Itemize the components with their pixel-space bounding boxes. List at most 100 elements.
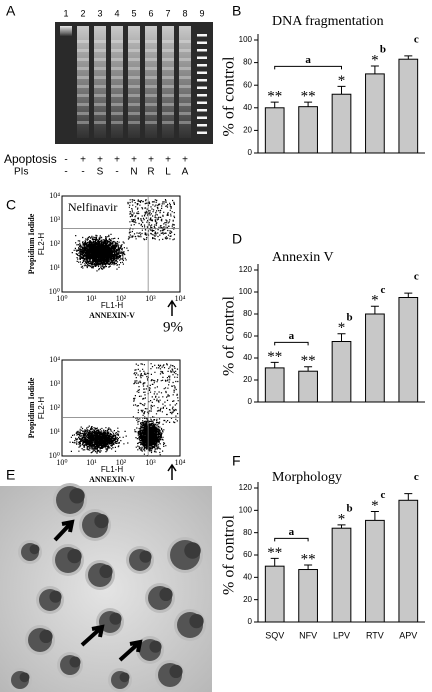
cell-nucleus [19, 672, 30, 683]
gel-band [111, 49, 123, 52]
gel-band [128, 40, 140, 43]
x-channel: FL1-H [101, 465, 123, 474]
gel-band [111, 94, 123, 97]
cell-nucleus [184, 542, 201, 559]
row-sign: - [64, 155, 67, 166]
error-bar [304, 101, 313, 107]
gel-band [162, 76, 174, 79]
error-bar [404, 493, 413, 501]
row-label: Apoptosis [4, 152, 57, 166]
lane-number: 6 [148, 8, 153, 18]
bar [331, 341, 352, 403]
gel-band [77, 121, 89, 124]
x-tick-label: RTV [366, 630, 384, 640]
y-tick-label: 120 [239, 265, 253, 274]
y-tick-label: 60 [243, 80, 252, 89]
y-tick-label: 0 [248, 397, 253, 406]
significance-stars: ** [267, 545, 282, 561]
row-label: PIs [14, 167, 28, 178]
chart-title: DNA fragmentation [272, 14, 384, 29]
bar [398, 58, 419, 154]
significance-stars: ** [301, 353, 316, 369]
significance-stars: ** [301, 551, 316, 567]
gel-band [162, 67, 174, 70]
row-sign: R [147, 167, 154, 178]
gel-band [111, 76, 123, 79]
x-tick-label: 10² [116, 294, 127, 303]
lane-number: 1 [63, 8, 68, 18]
bar [298, 370, 318, 403]
ladder-band [197, 71, 207, 74]
y-channel: FL2-H [37, 233, 46, 255]
x-axis-label: ANNEXIN-V [89, 311, 135, 320]
bracket [274, 341, 309, 346]
ladder-band [197, 64, 207, 67]
panel-label: F [232, 453, 241, 469]
gel-band [128, 49, 140, 52]
significance-stars: * [371, 293, 379, 309]
group-letter: c [380, 489, 385, 501]
cell-nucleus [49, 590, 62, 603]
ladder-band [197, 34, 207, 37]
panel-label: E [6, 467, 15, 483]
y-tick-label: 20 [243, 595, 252, 604]
row-sign: + [97, 155, 103, 166]
gel-band [94, 58, 106, 61]
scatter-dots [69, 363, 179, 457]
gel-band [162, 58, 174, 61]
cell-nucleus [94, 513, 109, 529]
row-sign: + [148, 155, 154, 166]
x-channel: FL1-H [101, 301, 123, 310]
gel-band [77, 49, 89, 52]
lane-number: 9 [199, 8, 204, 18]
gel-band [94, 40, 106, 43]
panel-label: C [6, 197, 16, 213]
group-letter: c [414, 271, 419, 283]
gel-band [145, 76, 157, 79]
gel-band [94, 121, 106, 124]
gel-band [77, 85, 89, 88]
gel-band [94, 94, 106, 97]
y-tick-label: 10³ [50, 379, 61, 388]
bracket-label: a [289, 526, 295, 538]
group-letter: c [380, 284, 385, 296]
row-sign: + [114, 155, 120, 166]
group-letter: c [414, 471, 419, 483]
row-sign: + [80, 155, 86, 166]
x-tick-label: 10³ [145, 458, 156, 467]
cell-nucleus [169, 664, 183, 679]
gel-band [128, 121, 140, 124]
cell-nucleus [67, 548, 82, 564]
y-tick-label: 60 [243, 331, 252, 340]
ladder-band [197, 131, 207, 134]
cell-nucleus [99, 564, 113, 579]
gel-band [77, 40, 89, 43]
significance-stars: ** [267, 349, 282, 365]
y-tick-label: 10⁴ [49, 355, 60, 364]
x-tick-label: 10² [116, 458, 127, 467]
y-axis-label: % of control [221, 295, 238, 376]
gel-band [145, 85, 157, 88]
y-tick-label: 80 [243, 309, 252, 318]
y-tick-label: 80 [243, 58, 252, 67]
gel-band [162, 40, 174, 43]
row-sign: + [165, 155, 171, 166]
significance-stars: ** [267, 89, 282, 105]
gel-band [179, 76, 191, 79]
row-sign: N [130, 167, 137, 178]
lane-number: 4 [114, 8, 119, 18]
panel-label: A [6, 3, 16, 19]
x-tick-label: 10¹ [86, 458, 97, 467]
gel-lane [94, 26, 106, 138]
bar [298, 106, 318, 154]
y-axis-label: % of control [221, 514, 238, 595]
gel-band [162, 49, 174, 52]
bar [365, 313, 385, 403]
y-axis-label: Propidium Iodide [27, 377, 36, 438]
cell-nucleus [149, 640, 162, 653]
y-tick-label: 10³ [50, 215, 61, 224]
gel-band [94, 103, 106, 106]
bracket [274, 537, 309, 542]
row-sign: - [64, 167, 67, 178]
row-sign: S [97, 167, 104, 178]
